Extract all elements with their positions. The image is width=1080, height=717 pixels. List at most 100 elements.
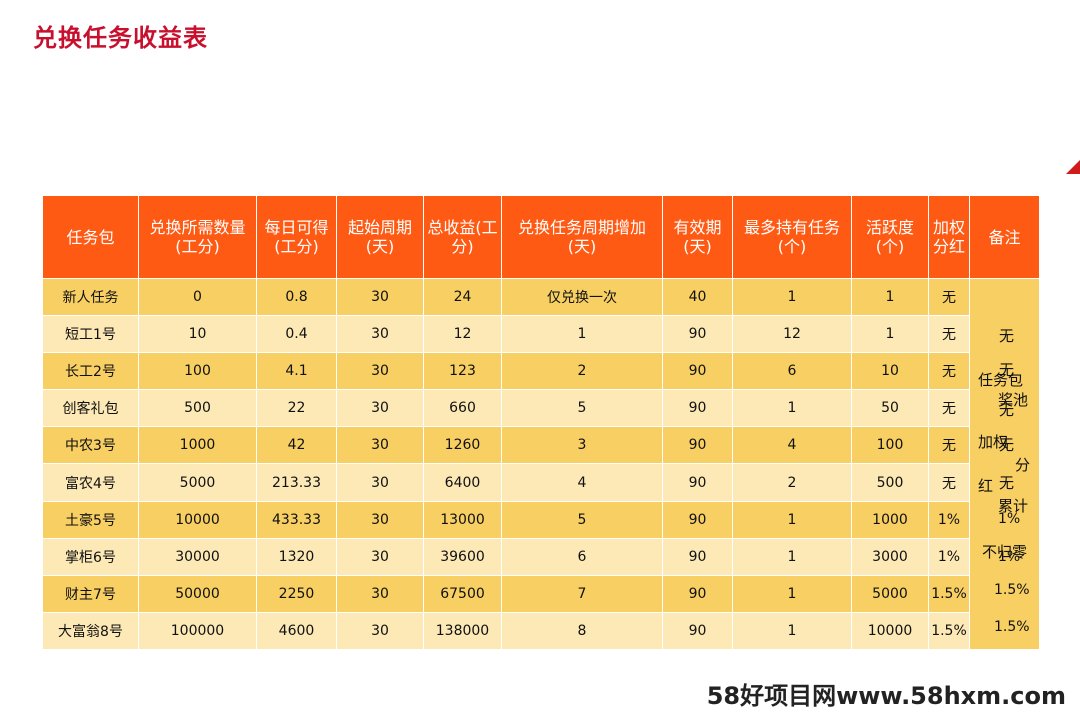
table-row: 大富翁8号 100000 4600 30 138000 8 90 1 10000…: [42, 611, 1040, 651]
site-watermark: 58好项目网www.58hxm.com: [706, 682, 1066, 710]
remark-text: 任务包: [978, 371, 1024, 389]
cell-required-amount: 50000: [138, 574, 257, 613]
remark-text: 1%: [998, 549, 1021, 565]
cell-total-income: 123: [423, 352, 502, 391]
header-row: 任务包 兑换所需数量(工分) 每日可得(工分) 起始周期(天) 总收益(工分) …: [42, 195, 1040, 279]
cell-weighted-dividend: 无: [928, 352, 970, 391]
cell-required-amount: 100: [138, 352, 257, 391]
cell-period-increase: 5: [501, 500, 663, 539]
remark-text: 无: [999, 327, 1015, 345]
header-validity: 有效期(天): [662, 195, 733, 279]
cell-validity: 90: [662, 352, 733, 391]
header-start-period: 起始周期(天): [336, 195, 424, 279]
cell-total-income: 660: [423, 389, 502, 428]
cell-total-income: 138000: [423, 611, 502, 651]
remarks-merged-cell: 无 无 任务包 奖池 无 加权 无 分 红 无 累计 1% 不归零 1% 1.5…: [969, 278, 1040, 650]
cell-period-increase: 仅兑换一次: [501, 277, 663, 317]
cell-daily-gain: 1320: [256, 537, 337, 576]
table-row: 富农4号 5000 213.33 30 6400 4 90 2 500 无: [42, 463, 1040, 502]
cell-activity: 100: [851, 426, 929, 465]
cell-task-pack: 新人任务: [42, 277, 139, 317]
cell-weighted-dividend: 无: [928, 315, 970, 354]
cell-validity: 90: [662, 426, 733, 465]
cell-max-hold: 1: [732, 500, 852, 539]
cell-max-hold: 12: [732, 315, 852, 354]
page-title: 兑换任务收益表: [33, 24, 208, 52]
cell-weighted-dividend: 1.5%: [928, 611, 970, 651]
table-row: 长工2号 100 4.1 30 123 2 90 6 10 无: [42, 352, 1040, 391]
cell-start-period: 30: [336, 574, 424, 613]
cell-activity: 50: [851, 389, 929, 428]
cell-validity: 90: [662, 463, 733, 502]
remark-text: 红: [978, 477, 994, 495]
remark-text: 分: [1015, 456, 1031, 474]
cell-max-hold: 1: [732, 389, 852, 428]
table-row: 新人任务 0 0.8 30 24 仅兑换一次 40 1 1 无 无 无 任务包 …: [42, 277, 1040, 650]
cell-task-pack: 创客礼包: [42, 389, 139, 428]
cell-required-amount: 0: [138, 277, 257, 317]
header-total-income: 总收益(工分): [423, 195, 502, 279]
cell-required-amount: 1000: [138, 426, 257, 465]
cell-daily-gain: 4600: [256, 611, 337, 651]
cell-start-period: 30: [336, 389, 424, 428]
remark-text: 无: [999, 361, 1015, 379]
cell-total-income: 24: [423, 277, 502, 317]
cell-start-period: 30: [336, 537, 424, 576]
cell-start-period: 30: [336, 277, 424, 317]
cell-activity: 1: [851, 277, 929, 317]
remark-text: 1%: [998, 511, 1021, 527]
cell-validity: 90: [662, 574, 733, 613]
header-weighted-dividend: 加权分红: [928, 195, 970, 279]
cell-max-hold: 1: [732, 611, 852, 651]
cell-period-increase: 3: [501, 426, 663, 465]
cell-validity: 90: [662, 315, 733, 354]
cell-max-hold: 2: [732, 463, 852, 502]
cell-required-amount: 100000: [138, 611, 257, 651]
cell-period-increase: 2: [501, 352, 663, 391]
cell-max-hold: 1: [732, 537, 852, 576]
cell-activity: 500: [851, 463, 929, 502]
cell-activity: 5000: [851, 574, 929, 613]
header-required-amount: 兑换所需数量(工分): [138, 195, 257, 279]
cell-validity: 90: [662, 500, 733, 539]
cell-period-increase: 1: [501, 315, 663, 354]
cell-total-income: 6400: [423, 463, 502, 502]
cell-max-hold: 4: [732, 426, 852, 465]
cell-weighted-dividend: 无: [928, 389, 970, 428]
cell-task-pack: 土豪5号: [42, 500, 139, 539]
cell-start-period: 30: [336, 426, 424, 465]
cell-daily-gain: 42: [256, 426, 337, 465]
cell-daily-gain: 22: [256, 389, 337, 428]
cell-total-income: 1260: [423, 426, 502, 465]
header-daily-gain: 每日可得(工分): [256, 195, 337, 279]
cell-activity: 1: [851, 315, 929, 354]
cell-max-hold: 1: [732, 574, 852, 613]
cell-total-income: 12: [423, 315, 502, 354]
table-row: 短工1号 10 0.4 30 12 1 90 12 1 无: [42, 315, 1040, 354]
table-row: 财主7号 50000 2250 30 67500 7 90 1 5000 1.5…: [42, 574, 1040, 613]
cell-max-hold: 6: [732, 352, 852, 391]
cell-weighted-dividend: 无: [928, 426, 970, 465]
cell-task-pack: 富农4号: [42, 463, 139, 502]
cell-activity: 1000: [851, 500, 929, 539]
cell-total-income: 67500: [423, 574, 502, 613]
cell-period-increase: 6: [501, 537, 663, 576]
cell-period-increase: 4: [501, 463, 663, 502]
remark-text: 无: [999, 401, 1015, 419]
cell-period-increase: 7: [501, 574, 663, 613]
cell-weighted-dividend: 1.5%: [928, 574, 970, 613]
cell-required-amount: 30000: [138, 537, 257, 576]
remark-text: 奖池: [998, 391, 1029, 409]
cell-daily-gain: 0.4: [256, 315, 337, 354]
cell-activity: 10000: [851, 611, 929, 651]
cell-task-pack: 大富翁8号: [42, 611, 139, 651]
cell-start-period: 30: [336, 463, 424, 502]
header-activity: 活跃度(个): [851, 195, 929, 279]
cell-daily-gain: 2250: [256, 574, 337, 613]
cell-task-pack: 中农3号: [42, 426, 139, 465]
cell-weighted-dividend: 1%: [928, 500, 970, 539]
cell-period-increase: 5: [501, 389, 663, 428]
remark-text: 累计: [998, 497, 1029, 515]
cell-start-period: 30: [336, 500, 424, 539]
cell-start-period: 30: [336, 611, 424, 651]
